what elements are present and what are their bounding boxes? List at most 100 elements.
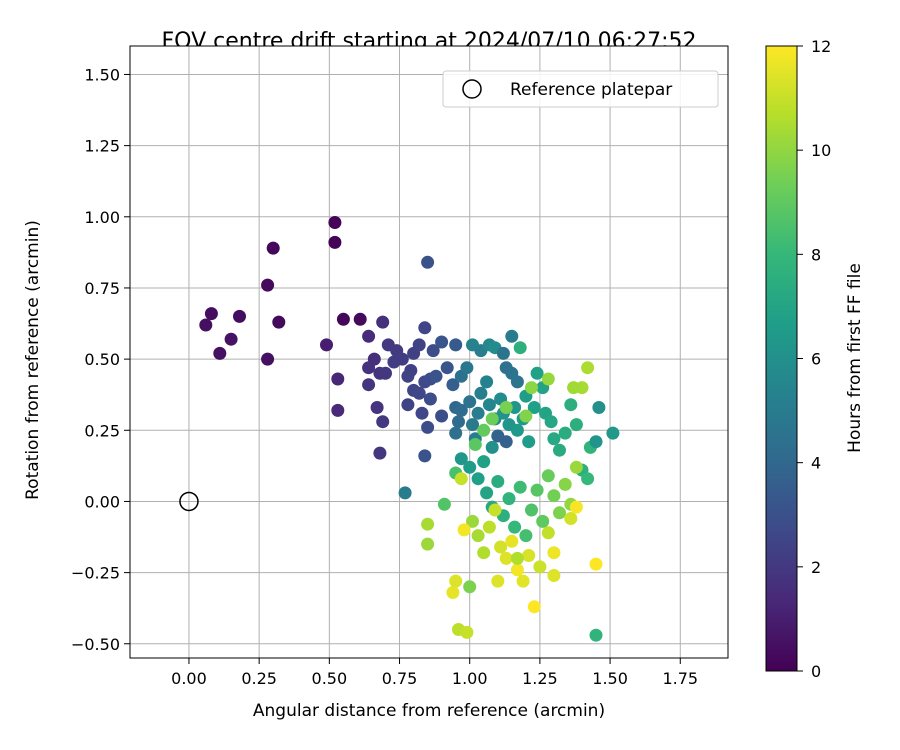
data-point: [460, 625, 474, 639]
data-point: [421, 537, 435, 551]
data-point: [466, 418, 479, 432]
data-point: [522, 549, 536, 562]
data-point: [510, 423, 524, 437]
data-point: [471, 529, 485, 543]
data-point: [553, 443, 566, 457]
data-point: [480, 486, 494, 500]
data-point: [401, 369, 415, 383]
data-point: [233, 309, 246, 323]
data-point: [423, 392, 437, 406]
data-point: [519, 409, 533, 423]
data-point: [367, 352, 381, 366]
data-point: [435, 409, 449, 423]
data-point: [477, 455, 491, 469]
data-point: [463, 460, 477, 474]
data-point: [362, 329, 376, 343]
data-point: [328, 216, 342, 229]
x-tick-label: 0.75: [382, 669, 418, 688]
data-point: [362, 378, 376, 392]
y-tick-label: 0.00: [84, 492, 120, 511]
data-point: [527, 600, 541, 614]
colorbar-tick-label: 0: [811, 662, 821, 681]
data-point: [564, 398, 578, 412]
y-axis-ticks: −0.50 −0.25 0.00 0.25 0.50 0.75 1.00 1.25 1.50: [71, 65, 130, 654]
x-tick-label: 1.00: [452, 669, 488, 688]
data-point: [567, 381, 581, 395]
data-point: [592, 401, 606, 414]
data-point: [395, 352, 409, 366]
data-point: [421, 420, 435, 434]
data-point: [547, 432, 561, 446]
data-point: [536, 514, 550, 528]
data-point: [513, 480, 527, 494]
data-point: [468, 438, 482, 451]
x-tick-label: 1.25: [522, 669, 558, 688]
data-point: [485, 440, 499, 454]
data-point: [224, 332, 238, 346]
data-point: [547, 489, 561, 503]
colorbar-tick-label: 6: [811, 350, 821, 369]
colorbar: 0 2 4 6 8 10 12 Hours from first FF file: [765, 37, 865, 681]
colorbar-tick-label: 4: [811, 454, 821, 473]
x-tick-label: 0.25: [241, 669, 277, 688]
data-point: [457, 523, 471, 537]
data-point: [544, 415, 558, 429]
data-point: [370, 401, 384, 414]
data-point: [508, 520, 522, 534]
data-point: [581, 472, 595, 486]
data-point: [336, 312, 350, 326]
legend-entry-reference: Reference platepar: [510, 80, 672, 100]
data-point: [454, 403, 468, 417]
data-point: [480, 375, 494, 389]
data-point: [421, 517, 435, 531]
data-point: [533, 560, 547, 574]
data-point: [485, 412, 499, 426]
data-point: [477, 546, 491, 560]
data-point: [463, 395, 477, 409]
data-point: [510, 375, 524, 389]
data-point: [569, 500, 583, 514]
data-point: [496, 346, 510, 360]
data-point: [589, 557, 603, 571]
data-point: [449, 574, 463, 588]
x-tick-label: 1.50: [592, 669, 628, 688]
data-point: [564, 512, 578, 525]
data-point: [471, 472, 485, 486]
colorbar-tick-label: 8: [811, 245, 821, 264]
data-point: [541, 469, 555, 483]
data-points: [199, 216, 620, 642]
data-point: [505, 534, 519, 548]
data-point: [553, 506, 566, 520]
data-point: [320, 338, 333, 352]
data-point: [482, 520, 496, 534]
data-point: [510, 551, 524, 565]
data-point: [482, 398, 496, 412]
data-point: [474, 386, 488, 400]
legend-box: [442, 70, 719, 108]
data-point: [466, 514, 479, 528]
data-point: [494, 540, 508, 554]
y-tick-label: 0.75: [84, 279, 120, 298]
data-point: [204, 307, 218, 321]
data-point: [516, 574, 530, 588]
data-point: [499, 401, 513, 414]
data-point: [454, 472, 468, 486]
data-point: [199, 318, 213, 332]
data-point: [541, 372, 555, 386]
data-point: [213, 346, 227, 360]
data-point: [429, 369, 443, 383]
data-point: [412, 386, 426, 400]
data-point: [527, 401, 541, 414]
data-point: [589, 628, 603, 642]
data-point: [491, 475, 505, 488]
data-point: [261, 278, 275, 292]
data-point: [522, 435, 536, 449]
y-tick-label: −0.25: [71, 564, 120, 583]
data-point: [376, 415, 390, 429]
data-point: [569, 418, 583, 432]
x-axis-label: Angular distance from reference (arcmin): [253, 701, 605, 721]
data-point: [519, 529, 533, 543]
y-tick-label: −0.50: [71, 635, 120, 654]
y-tick-label: 0.25: [84, 421, 120, 440]
